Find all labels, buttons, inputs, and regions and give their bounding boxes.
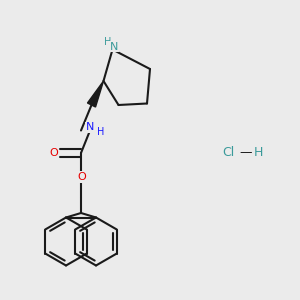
Text: O: O	[77, 172, 86, 182]
Text: N: N	[86, 122, 94, 133]
Text: H: H	[97, 127, 104, 137]
Text: N: N	[110, 41, 118, 52]
Text: O: O	[50, 148, 58, 158]
Text: H: H	[104, 37, 112, 47]
Polygon shape	[88, 81, 103, 107]
Text: —: —	[240, 146, 252, 160]
Text: H: H	[253, 146, 263, 160]
Text: Cl: Cl	[222, 146, 234, 160]
